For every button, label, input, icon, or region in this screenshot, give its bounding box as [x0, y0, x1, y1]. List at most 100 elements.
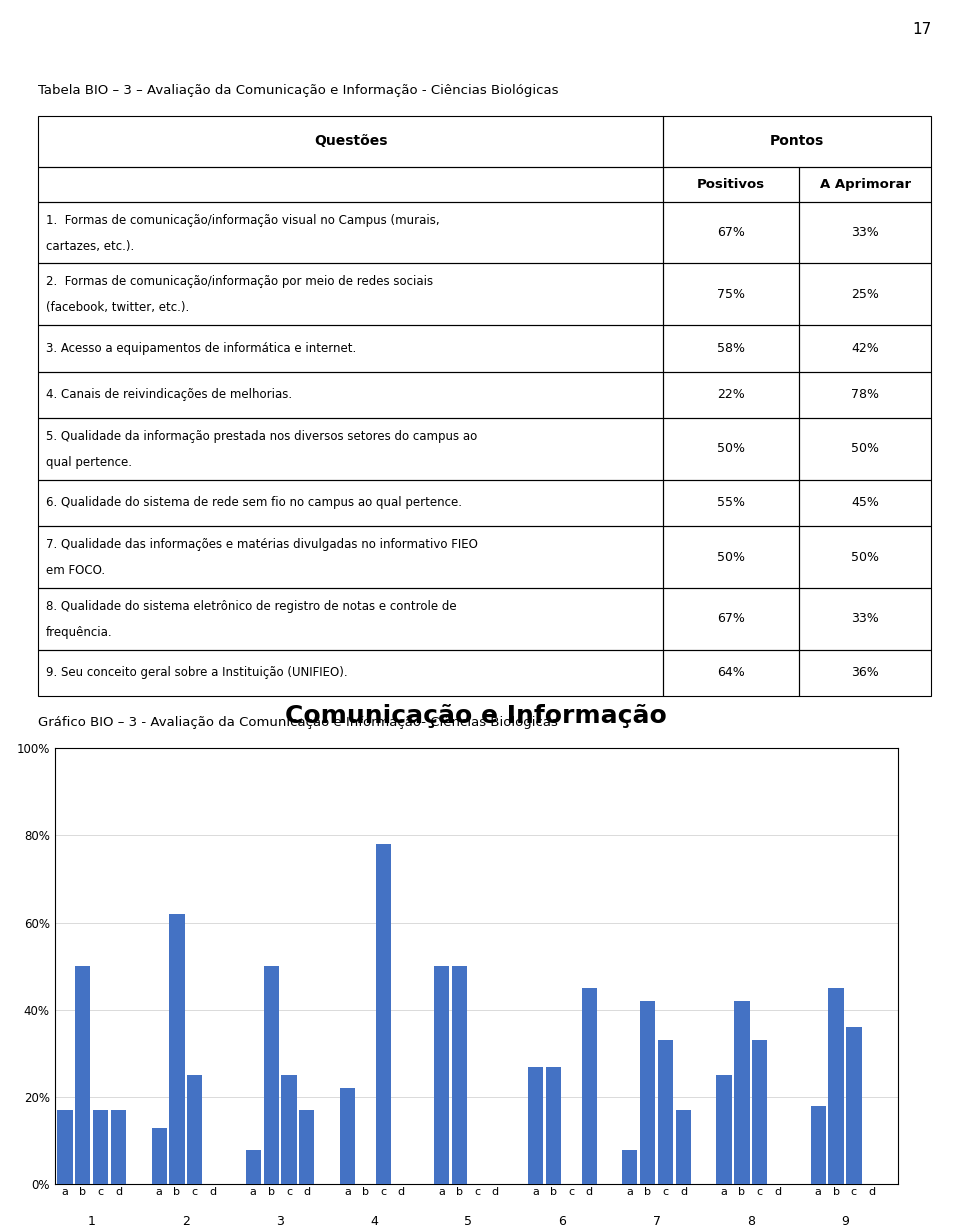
Bar — [799, 418, 931, 480]
Title: Comunicação e Informação: Comunicação e Informação — [285, 704, 667, 728]
Bar — [734, 1001, 750, 1184]
Text: 58%: 58% — [717, 342, 745, 355]
Text: 3: 3 — [276, 1215, 284, 1228]
Bar — [753, 1041, 767, 1184]
Bar — [38, 325, 663, 371]
Text: 67%: 67% — [717, 226, 745, 239]
Text: 33%: 33% — [852, 226, 879, 239]
Bar — [663, 526, 799, 588]
Text: Pontos: Pontos — [770, 134, 825, 148]
Text: 55%: 55% — [717, 497, 745, 509]
Bar — [799, 325, 931, 371]
Text: 50%: 50% — [717, 443, 745, 455]
Text: (facebook, twitter, etc.).: (facebook, twitter, etc.). — [45, 301, 189, 315]
Text: 6. Qualidade do sistema de rede sem fio no campus ao qual pertence.: 6. Qualidade do sistema de rede sem fio … — [45, 497, 462, 509]
Bar — [799, 649, 931, 696]
Text: A Aprimorar: A Aprimorar — [820, 177, 911, 191]
Bar — [716, 1075, 732, 1184]
Text: 3. Acesso a equipamentos de informática e internet.: 3. Acesso a equipamentos de informática … — [45, 342, 356, 355]
Bar — [38, 588, 663, 649]
Text: 7: 7 — [653, 1215, 660, 1228]
Text: 50%: 50% — [852, 443, 879, 455]
Bar — [246, 1150, 261, 1184]
Text: 36%: 36% — [852, 667, 879, 679]
Bar — [847, 1027, 861, 1184]
Text: 33%: 33% — [852, 613, 879, 625]
Text: Questões: Questões — [314, 134, 388, 148]
Bar — [828, 988, 844, 1184]
Text: 50%: 50% — [852, 551, 879, 563]
Bar — [528, 1066, 543, 1184]
Bar — [264, 967, 278, 1184]
Bar — [663, 418, 799, 480]
Bar — [658, 1041, 673, 1184]
Text: Gráfico BIO – 3 - Avaliação da Comunicação e Informação- Ciências Biológicas: Gráfico BIO – 3 - Avaliação da Comunicaç… — [38, 716, 559, 729]
Text: 5. Qualidade da informação prestada nos diversos setores do campus ao: 5. Qualidade da informação prestada nos … — [45, 430, 477, 443]
Text: 6: 6 — [559, 1215, 566, 1228]
Bar — [799, 588, 931, 649]
Text: 75%: 75% — [717, 288, 745, 301]
Bar — [663, 263, 799, 325]
Bar — [452, 967, 467, 1184]
Bar — [93, 1111, 108, 1184]
Bar — [111, 1111, 126, 1184]
Bar — [663, 167, 799, 202]
Bar — [546, 1066, 562, 1184]
Text: Positivos: Positivos — [697, 177, 765, 191]
Text: 5: 5 — [465, 1215, 472, 1228]
Text: 17: 17 — [912, 22, 931, 37]
Bar — [38, 167, 663, 202]
Text: 1.  Formas de comunicação/informação visual no Campus (murais,: 1. Formas de comunicação/informação visu… — [45, 214, 439, 226]
Bar — [38, 371, 663, 418]
Text: 25%: 25% — [852, 288, 879, 301]
Bar — [799, 480, 931, 526]
Bar — [799, 263, 931, 325]
Text: 1: 1 — [87, 1215, 96, 1228]
Bar — [582, 988, 597, 1184]
Text: 42%: 42% — [852, 342, 879, 355]
Text: 8: 8 — [747, 1215, 755, 1228]
Bar — [38, 480, 663, 526]
Bar — [663, 116, 931, 167]
Bar — [58, 1111, 73, 1184]
Bar — [38, 526, 663, 588]
Bar — [799, 371, 931, 418]
Text: 9: 9 — [841, 1215, 849, 1228]
Bar — [799, 202, 931, 263]
Text: 67%: 67% — [717, 613, 745, 625]
Bar — [663, 371, 799, 418]
Bar — [676, 1111, 691, 1184]
Bar — [38, 116, 663, 167]
Text: Tabela BIO – 3 – Avaliação da Comunicação e Informação - Ciências Biológicas: Tabela BIO – 3 – Avaliação da Comunicaçã… — [38, 84, 559, 97]
Bar — [663, 202, 799, 263]
Text: 8. Qualidade do sistema eletrônico de registro de notas e controle de: 8. Qualidade do sistema eletrônico de re… — [45, 600, 456, 613]
Bar — [187, 1075, 203, 1184]
Bar — [38, 418, 663, 480]
Text: 9. Seu conceito geral sobre a Instituição (UNIFIEO).: 9. Seu conceito geral sobre a Instituiçã… — [45, 667, 348, 679]
Bar — [663, 480, 799, 526]
Text: em FOCO.: em FOCO. — [45, 565, 105, 577]
Bar — [663, 649, 799, 696]
Text: 50%: 50% — [717, 551, 745, 563]
Bar — [281, 1075, 297, 1184]
Text: 2: 2 — [182, 1215, 190, 1228]
Bar — [375, 844, 391, 1184]
Bar — [434, 967, 449, 1184]
Text: 45%: 45% — [852, 497, 879, 509]
Bar — [340, 1089, 355, 1184]
Bar — [799, 526, 931, 588]
Bar — [663, 325, 799, 371]
Bar — [38, 263, 663, 325]
Bar — [152, 1128, 167, 1184]
Text: 4: 4 — [371, 1215, 378, 1228]
Bar — [38, 649, 663, 696]
Bar — [622, 1150, 637, 1184]
Bar — [300, 1111, 315, 1184]
Text: cartazes, etc.).: cartazes, etc.). — [45, 240, 133, 252]
Bar — [810, 1106, 826, 1184]
Text: 64%: 64% — [717, 667, 745, 679]
Bar — [38, 202, 663, 263]
Text: frequência.: frequência. — [45, 626, 112, 640]
Bar — [640, 1001, 656, 1184]
Bar — [169, 914, 184, 1184]
